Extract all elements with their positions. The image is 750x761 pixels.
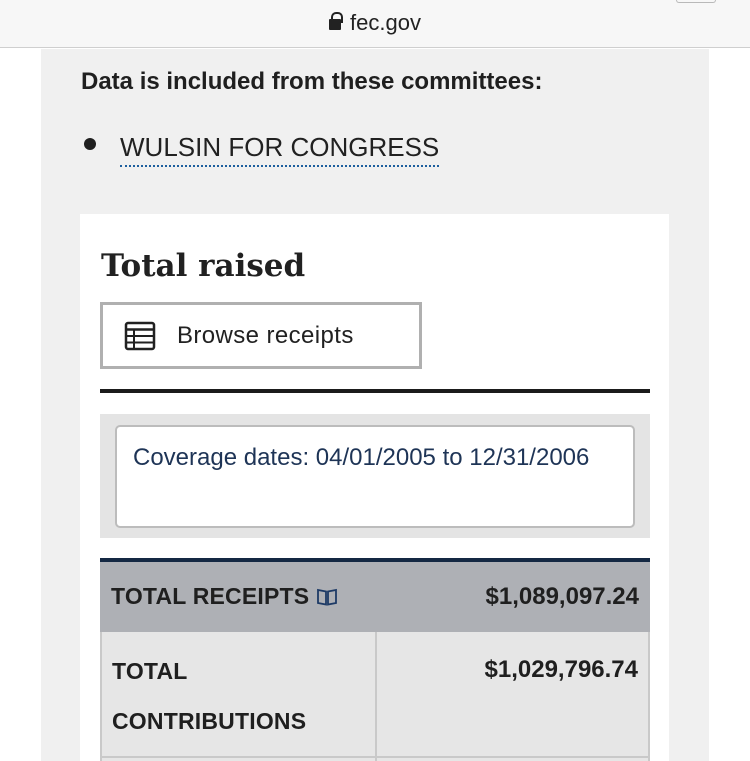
browser-address-bar[interactable]: fec.gov — [0, 0, 750, 48]
total-raised-heading: Total raised — [101, 248, 306, 284]
section-divider — [100, 389, 650, 393]
lock-icon — [329, 12, 344, 30]
table-row: TOTAL RECEIPTS $1,089,097.24 — [100, 562, 650, 632]
url-text: fec.gov — [350, 10, 421, 35]
coverage-dates: Coverage dates: 04/01/2005 to 12/31/2006 — [115, 425, 635, 528]
glossary-book-icon[interactable] — [317, 588, 338, 606]
browse-receipts-button[interactable]: Browse receipts — [100, 302, 422, 369]
total-contributions-amount: $1,029,796.74 — [484, 656, 638, 683]
total-receipts-label: TOTAL RECEIPTS — [111, 583, 310, 609]
total-contributions-label: TOTAL CONTRIBUTIONS — [112, 658, 307, 734]
list-bullet — [84, 138, 96, 150]
table-row: TOTAL CONTRIBUTIONS $1,029,796.74 — [100, 632, 650, 761]
committees-intro: Data is included from these committees: — [81, 68, 543, 95]
tab-switcher-edge[interactable] — [676, 0, 716, 3]
row-bottom-border — [102, 756, 648, 758]
total-receipts-label-group: TOTAL RECEIPTS — [111, 583, 338, 610]
committee-link[interactable]: WULSIN FOR CONGRESS — [120, 131, 440, 167]
table-icon — [124, 321, 156, 350]
table-top-border — [100, 558, 650, 562]
browse-receipts-label: Browse receipts — [177, 321, 354, 349]
total-receipts-amount: $1,089,097.24 — [485, 583, 639, 610]
column-divider — [375, 632, 377, 761]
url-display[interactable]: fec.gov — [0, 10, 750, 36]
